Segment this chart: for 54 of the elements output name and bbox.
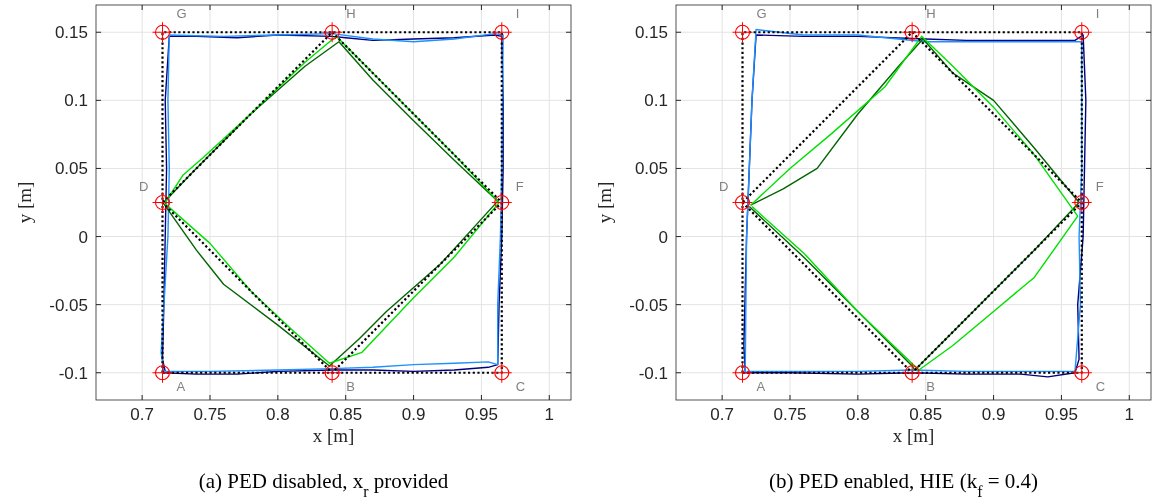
annotation: C (515, 378, 526, 394)
annotation: I (1095, 6, 1100, 22)
annotation: C (1095, 378, 1106, 394)
annotation: G (176, 6, 187, 22)
y-tick-label: -0.05 (629, 295, 668, 315)
annotation: B (926, 378, 935, 394)
x-tick-label: 1 (544, 405, 555, 424)
annotation: G (756, 6, 767, 22)
annotation: F (1095, 178, 1104, 194)
annotation: B (346, 378, 355, 394)
annotation: D (719, 178, 729, 194)
annotation: D (139, 178, 149, 194)
x-tick-label: 0.7 (710, 405, 734, 424)
point (1074, 24, 1090, 40)
y-tick-label: -0.05 (49, 295, 88, 315)
text: (a) PED disabled, x$_{r}$ provided (198, 469, 449, 500)
point (324, 24, 340, 40)
x-tick-label: 0.75 (773, 405, 807, 424)
x-tick-label: 0.8 (266, 405, 290, 424)
annotation: H (346, 6, 356, 22)
y-tick-label: -0.1 (638, 363, 668, 383)
y-tick-label: 0 (658, 227, 668, 247)
annotation: F (515, 178, 524, 194)
y-tick-label: 0.1 (644, 91, 668, 111)
x-tick-label: 0.75 (193, 405, 227, 424)
text: (b) PED enabled, HIE (k$_{f}$ = 0.4) (768, 469, 1039, 500)
x-tick-label: 1 (1124, 405, 1135, 424)
y-tick-label: 0.05 (54, 159, 88, 179)
point (734, 24, 751, 40)
y-tick-label: 0.15 (54, 23, 88, 43)
y-axis-title: y [m] (14, 181, 35, 224)
point (904, 24, 920, 40)
annotation: H (926, 6, 936, 22)
y-tick-label: -0.1 (58, 363, 88, 383)
y-tick-label: 0.15 (634, 23, 668, 43)
point (154, 24, 171, 40)
x-tick-label: 0.9 (401, 405, 426, 424)
point (494, 24, 510, 40)
y-tick-label: 0.1 (64, 91, 88, 111)
x-tick-label: 0.95 (464, 405, 498, 424)
annotation: A (756, 378, 766, 394)
annotation: A (176, 378, 186, 394)
x-tick-label: 0.85 (909, 405, 943, 424)
x-tick-label: 0.9 (981, 405, 1006, 424)
y-tick-label: 0 (78, 227, 88, 247)
y-tick-label: 0.05 (634, 159, 668, 179)
y-axis-title: y [m] (594, 181, 615, 224)
x-axis-title: x [m] (312, 425, 355, 446)
x-tick-label: 0.7 (130, 405, 154, 424)
annotation: I (515, 6, 520, 22)
x-axis-title: x [m] (892, 425, 935, 446)
x-tick-label: 0.8 (846, 405, 870, 424)
x-tick-label: 0.85 (329, 405, 363, 424)
x-tick-label: 0.95 (1044, 405, 1078, 424)
